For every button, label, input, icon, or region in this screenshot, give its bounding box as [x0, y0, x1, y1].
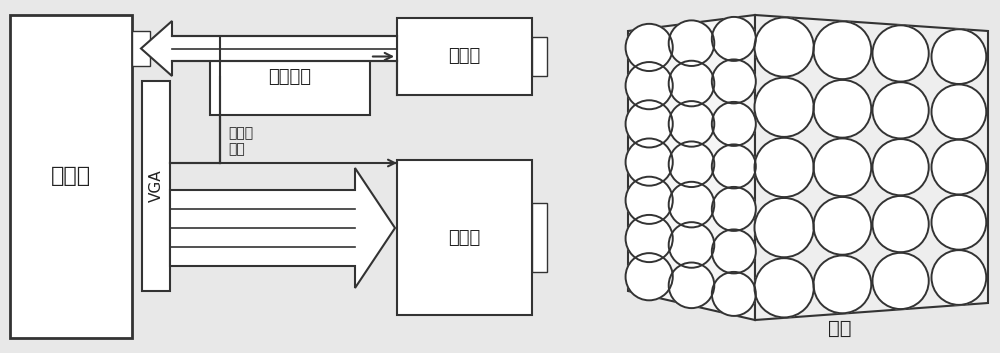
Text: 照相机: 照相机: [448, 48, 481, 66]
Bar: [397, 18, 532, 95]
Circle shape: [872, 196, 929, 252]
Bar: [10, 15, 132, 338]
Circle shape: [872, 139, 929, 195]
Circle shape: [755, 198, 814, 257]
Bar: [532, 37, 547, 76]
Text: 场同步
信号: 场同步 信号: [228, 126, 253, 156]
Circle shape: [712, 144, 756, 189]
Circle shape: [669, 20, 714, 66]
Circle shape: [872, 82, 929, 138]
Circle shape: [814, 22, 871, 79]
Circle shape: [814, 138, 871, 196]
Bar: [132, 31, 150, 66]
Text: 标靶: 标靶: [828, 318, 852, 337]
Circle shape: [813, 197, 871, 255]
Circle shape: [814, 80, 871, 138]
Circle shape: [712, 187, 756, 231]
Circle shape: [932, 140, 986, 195]
Circle shape: [626, 177, 673, 224]
Circle shape: [669, 222, 714, 268]
Circle shape: [932, 84, 986, 139]
Bar: [397, 160, 532, 315]
Circle shape: [814, 256, 871, 313]
Circle shape: [932, 250, 986, 305]
Circle shape: [626, 62, 673, 109]
Circle shape: [669, 142, 714, 187]
Text: 计算机: 计算机: [51, 167, 91, 186]
Polygon shape: [170, 168, 395, 288]
Circle shape: [712, 229, 756, 274]
Circle shape: [755, 17, 814, 77]
Polygon shape: [755, 15, 988, 320]
Text: 触发电路: 触发电路: [269, 67, 312, 85]
Circle shape: [712, 272, 756, 316]
Circle shape: [626, 24, 673, 71]
Circle shape: [626, 100, 673, 148]
Circle shape: [755, 138, 814, 197]
Circle shape: [872, 253, 929, 309]
Bar: [142, 81, 170, 291]
Text: 投影机: 投影机: [448, 228, 481, 246]
Polygon shape: [628, 15, 755, 320]
Circle shape: [712, 17, 756, 61]
Circle shape: [755, 258, 814, 317]
Circle shape: [712, 59, 756, 103]
Text: VGA: VGA: [148, 170, 164, 202]
Polygon shape: [141, 21, 397, 76]
Circle shape: [626, 253, 673, 300]
Circle shape: [932, 29, 986, 84]
Circle shape: [669, 61, 714, 106]
Circle shape: [932, 195, 986, 250]
Circle shape: [755, 78, 814, 137]
Circle shape: [872, 25, 929, 82]
Circle shape: [669, 101, 714, 147]
Bar: [532, 203, 547, 271]
Bar: [210, 38, 370, 115]
Circle shape: [669, 182, 714, 227]
Circle shape: [626, 138, 673, 186]
Circle shape: [712, 102, 756, 146]
Circle shape: [626, 215, 673, 262]
Circle shape: [669, 263, 714, 308]
